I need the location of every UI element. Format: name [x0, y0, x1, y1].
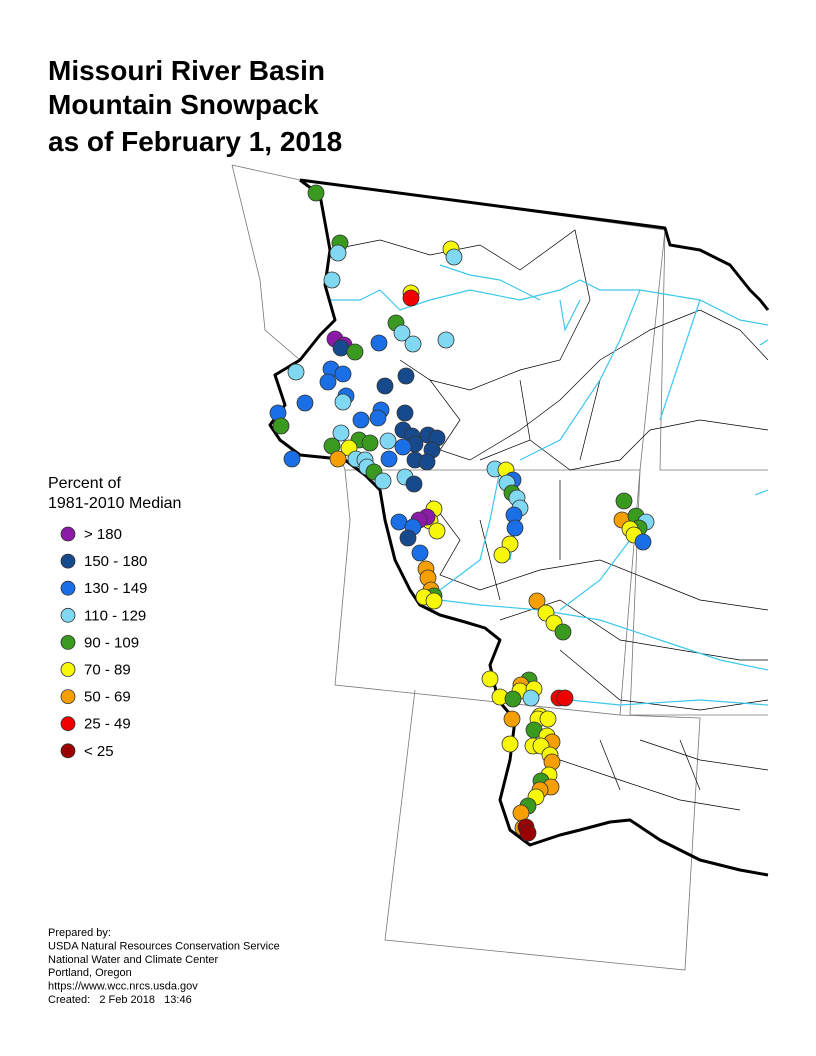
legend-label: 70 - 89 [84, 662, 131, 679]
legend-swatch [60, 553, 76, 569]
station-dot [319, 373, 337, 391]
legend-label: 90 - 109 [84, 634, 139, 651]
station-dot [405, 475, 423, 493]
station-dot [418, 453, 436, 471]
station-dot [615, 492, 633, 510]
footer-line: Created: 2 Feb 2018 13:46 [48, 994, 192, 1006]
footer-line: Portland, Oregon [48, 967, 132, 979]
legend-title: Percent of [48, 475, 121, 492]
legend-label: < 25 [84, 743, 114, 760]
title-line: Missouri River Basin [48, 55, 325, 86]
station-dot [332, 339, 350, 357]
station-dot [411, 544, 429, 562]
state-boundaries [231, 164, 768, 971]
station-dot [374, 472, 392, 490]
station-dot [370, 334, 388, 352]
station-dot [481, 670, 499, 688]
legend-swatch [60, 607, 76, 623]
station-dot [329, 450, 347, 468]
station-dot [506, 519, 524, 537]
station-dot [425, 592, 443, 610]
legend-swatch [60, 662, 76, 677]
station-dot [376, 377, 394, 395]
station-dot [369, 409, 387, 427]
station-dot [528, 592, 546, 610]
legend-label: 130 - 149 [84, 580, 147, 597]
station-dot [493, 546, 511, 564]
station-dot [437, 331, 455, 349]
station-dot [307, 184, 325, 202]
station-dot [428, 522, 446, 540]
legend-title: 1981-2010 Median [48, 495, 181, 512]
legend-label: 25 - 49 [84, 716, 131, 733]
station-dot [323, 271, 341, 289]
title-line: as of February 1, 2018 [48, 126, 342, 157]
station-dot [402, 289, 420, 307]
station-dot [554, 623, 572, 641]
station-dot [501, 735, 519, 753]
legend-swatch [60, 743, 76, 759]
station-dot [522, 689, 540, 707]
station-dot [519, 824, 537, 842]
legend-label: > 180 [84, 526, 122, 543]
station-dot [329, 244, 347, 262]
footer-line: Prepared by: [48, 927, 111, 939]
station-dot [296, 394, 314, 412]
station-dot [504, 690, 522, 708]
station-dot [393, 324, 411, 342]
station-dot [539, 710, 557, 728]
station-dot [556, 689, 574, 707]
legend-label: 110 - 129 [84, 607, 146, 624]
station-dot [394, 438, 412, 456]
station-dot [346, 343, 364, 361]
station-dot [283, 450, 301, 468]
legend: > 180 150 - 180 130 - 149 110 - 129 90 - 109… [60, 526, 147, 760]
station-dot [503, 710, 521, 728]
legend-swatch [60, 526, 76, 542]
legend-swatch [60, 580, 76, 596]
station-dot [334, 365, 352, 383]
legend-swatch [60, 635, 76, 650]
stations [269, 184, 655, 842]
legend-swatch [60, 689, 76, 704]
footer: Prepared by:USDA Natural Resources Conse… [48, 927, 280, 1006]
station-dot [352, 411, 370, 429]
station-dot [379, 432, 397, 450]
legend-label: 150 - 180 [84, 553, 147, 570]
station-dot [380, 450, 398, 468]
station-dot [332, 424, 350, 442]
station-dot [397, 367, 415, 385]
footer-line: https://www.wcc.nrcs.usda.gov [48, 981, 198, 993]
station-dot [399, 529, 417, 547]
station-dot [396, 404, 414, 422]
station-dot [361, 434, 379, 452]
legend-label: 50 - 69 [84, 689, 131, 706]
station-dot [390, 513, 408, 531]
title-line: Mountain Snowpack [48, 89, 319, 120]
station-dot [512, 804, 530, 822]
sub-basins [329, 229, 769, 811]
station-dot [634, 533, 652, 551]
station-dot [287, 363, 305, 381]
station-dot [334, 393, 352, 411]
station-dot [445, 248, 463, 266]
station-dot [272, 417, 290, 435]
footer-line: USDA Natural Resources Conservation Serv… [48, 940, 280, 952]
legend-swatch [60, 716, 76, 732]
station-dot [404, 335, 422, 353]
footer-line: National Water and Climate Center [48, 954, 219, 966]
